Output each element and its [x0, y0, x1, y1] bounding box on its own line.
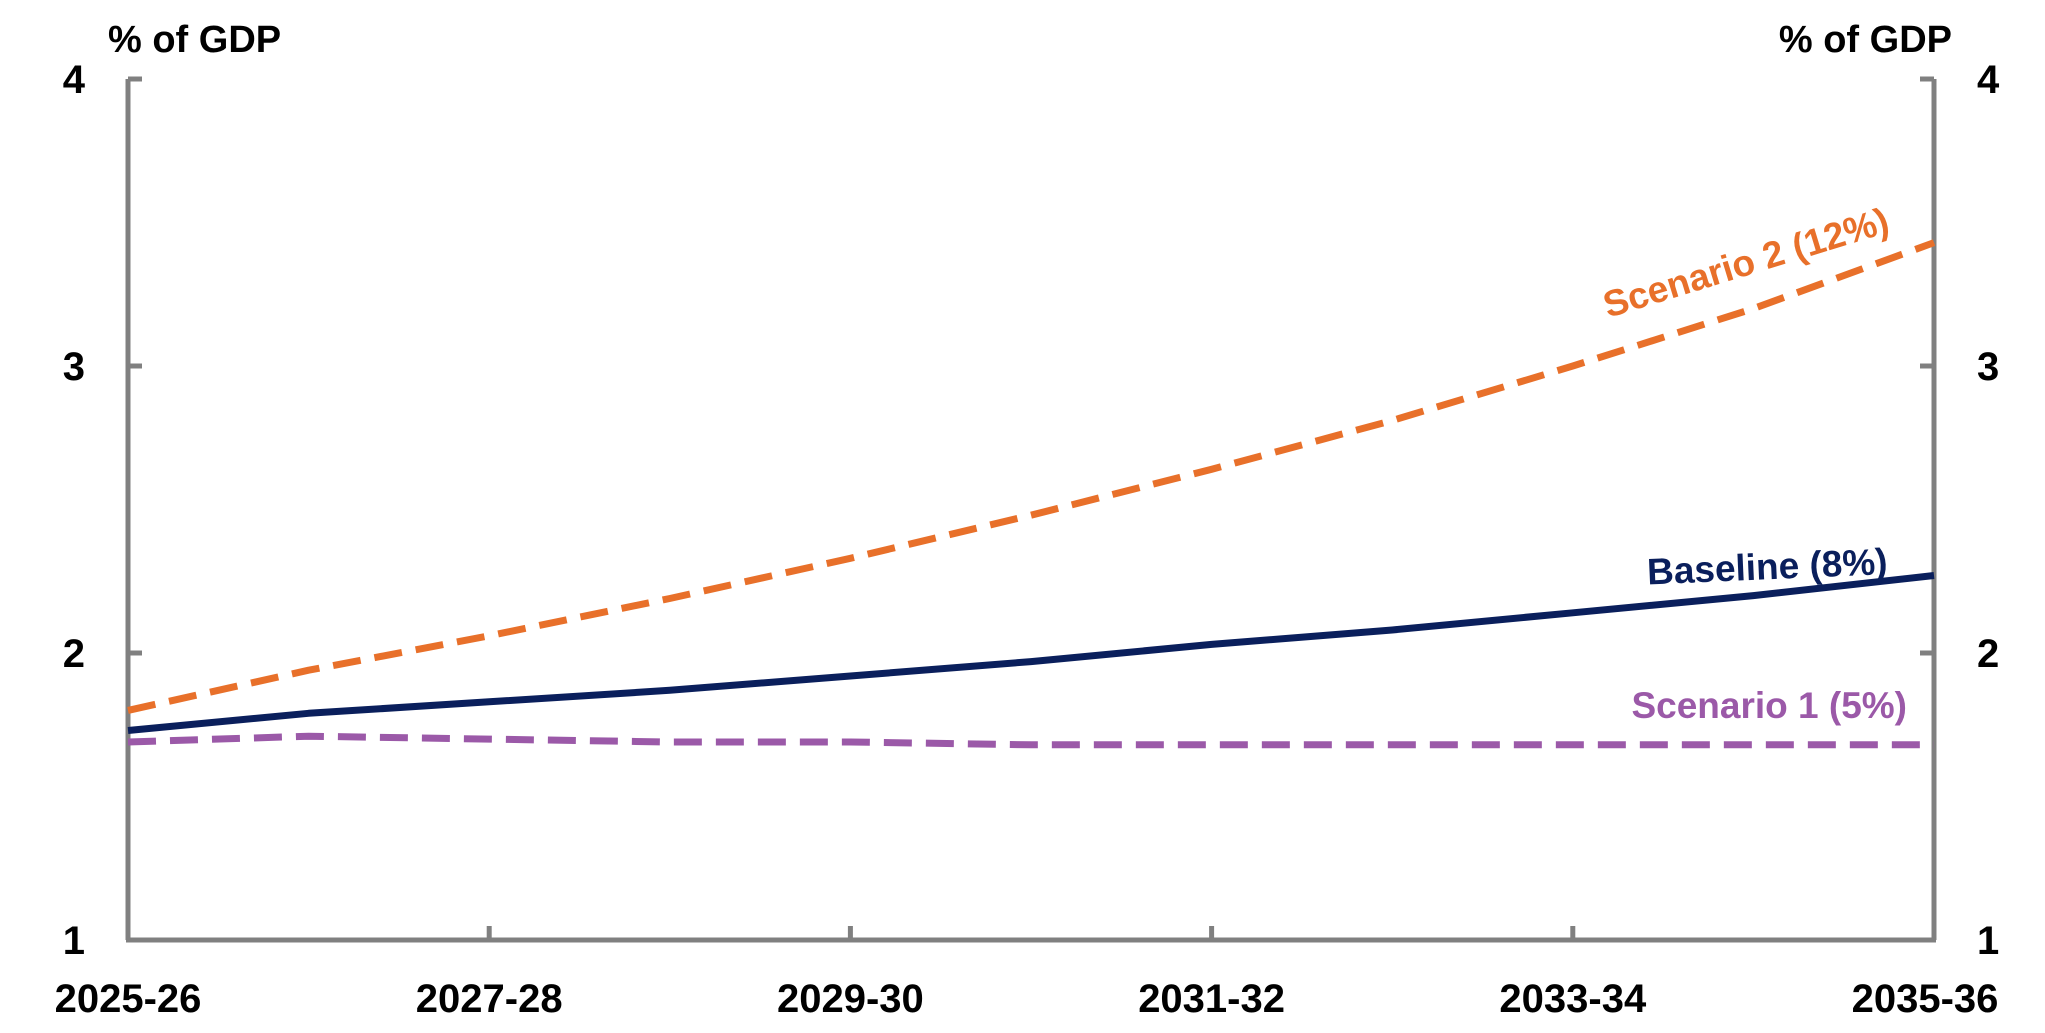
x-ticks: 2025-26 2027-28 2029-30 2031-32 2033-34 2035-… — [55, 926, 1999, 1021]
series-lines — [127, 239, 1936, 749]
left-y-tick-label: 3 — [63, 345, 85, 389]
right-y-tick-label: 4 — [1977, 58, 2000, 102]
series-line-scenario-1-5 — [127, 732, 1934, 749]
x-tick-label: 2027-28 — [416, 977, 563, 1021]
series-label-scenario-1: Scenario 1 (5%) — [1631, 685, 1907, 726]
series-line-baseline-8 — [127, 572, 1935, 734]
left-y-ticks: 1 2 3 4 — [63, 58, 142, 963]
x-tick-label: 2031-32 — [1138, 977, 1285, 1021]
series-label-scenario-2: Scenario 2 (12%) — [1598, 200, 1893, 326]
series-line-scenario-2-12 — [127, 239, 1936, 714]
x-tick-label: 2035-36 — [1852, 977, 1999, 1021]
right-y-tick-label: 1 — [1977, 919, 1999, 963]
left-y-tick-label: 4 — [63, 58, 86, 102]
right-y-tick-label: 3 — [1977, 345, 1999, 389]
right-axis-unit-label: % of GDP — [1779, 19, 1952, 61]
x-tick-label: 2033-34 — [1499, 977, 1647, 1021]
right-y-tick-label: 2 — [1977, 632, 1999, 676]
left-y-tick-label: 1 — [63, 919, 85, 963]
x-tick-label: 2029-30 — [777, 977, 924, 1021]
left-y-tick-label: 2 — [63, 632, 85, 676]
right-y-ticks: 1 2 3 4 — [1920, 58, 2000, 963]
x-tick-label: 2025-26 — [55, 977, 202, 1021]
left-axis-unit-label: % of GDP — [108, 19, 281, 61]
